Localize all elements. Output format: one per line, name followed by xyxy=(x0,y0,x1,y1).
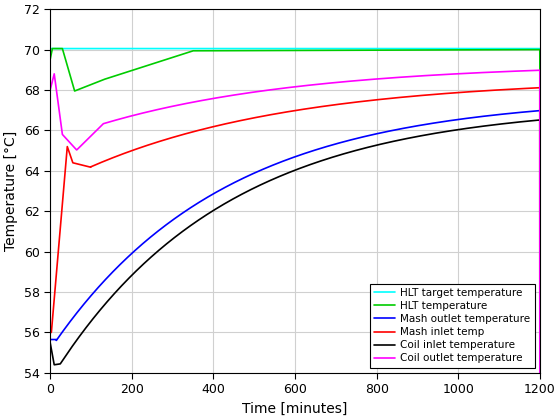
Coil inlet temperature xyxy=(132,270,138,275)
HLT target temperature xyxy=(132,46,138,51)
Coil inlet temperature xyxy=(235,194,241,199)
Mash outlet temperature xyxy=(527,109,534,114)
Line: Mash outlet temperature: Mash outlet temperature xyxy=(50,110,540,341)
Mash outlet temperature xyxy=(103,276,110,281)
Line: HLT temperature: HLT temperature xyxy=(50,49,540,92)
Coil outlet temperature xyxy=(102,121,109,126)
HLT temperature xyxy=(536,89,543,94)
HLT target temperature xyxy=(256,46,263,51)
Mash inlet temp xyxy=(47,330,54,335)
Mash inlet temp xyxy=(527,86,534,91)
Coil outlet temperature xyxy=(474,70,481,75)
Mash inlet temp xyxy=(474,89,481,94)
HLT target temperature xyxy=(102,46,109,51)
HLT target temperature xyxy=(536,46,543,51)
Coil inlet temperature xyxy=(527,118,534,123)
Mash outlet temperature xyxy=(132,248,138,253)
Coil outlet temperature xyxy=(256,89,263,94)
Mash inlet temp xyxy=(256,114,263,119)
HLT temperature xyxy=(474,47,481,52)
Line: Mash inlet temp: Mash inlet temp xyxy=(50,88,540,420)
Mash outlet temperature xyxy=(536,108,543,113)
HLT temperature xyxy=(235,48,241,53)
HLT temperature xyxy=(103,76,110,81)
Mash outlet temperature xyxy=(53,338,60,343)
Mash inlet temp xyxy=(102,158,109,163)
Coil outlet temperature xyxy=(536,68,543,73)
Mash outlet temperature xyxy=(256,168,263,173)
Mash inlet temp xyxy=(536,85,543,90)
Coil inlet temperature xyxy=(256,183,263,188)
HLT target temperature xyxy=(527,46,534,51)
HLT temperature xyxy=(132,67,138,72)
Coil inlet temperature xyxy=(474,124,481,129)
Coil outlet temperature xyxy=(132,113,138,118)
Mash inlet temp xyxy=(235,118,241,123)
HLT temperature xyxy=(49,46,55,51)
Coil outlet temperature xyxy=(47,87,54,92)
Y-axis label: Temperature [°C]: Temperature [°C] xyxy=(4,131,18,251)
X-axis label: Time [minutes]: Time [minutes] xyxy=(242,402,348,416)
Coil inlet temperature xyxy=(47,340,54,345)
Coil inlet temperature xyxy=(536,118,543,123)
Mash outlet temperature xyxy=(235,178,241,183)
Legend: HLT target temperature, HLT temperature, Mash outlet temperature, Mash inlet tem: HLT target temperature, HLT temperature,… xyxy=(370,284,535,368)
Line: Coil inlet temperature: Coil inlet temperature xyxy=(50,120,540,420)
HLT temperature xyxy=(47,57,54,62)
Mash outlet temperature xyxy=(47,337,54,342)
Coil outlet temperature xyxy=(527,68,534,73)
HLT target temperature xyxy=(235,46,241,51)
Coil inlet temperature xyxy=(102,301,109,306)
Line: Coil outlet temperature: Coil outlet temperature xyxy=(50,70,540,420)
HLT temperature xyxy=(256,48,263,53)
Mash inlet temp xyxy=(132,147,138,152)
HLT temperature xyxy=(527,47,534,52)
Coil outlet temperature xyxy=(235,92,241,97)
HLT target temperature xyxy=(47,46,54,51)
Mash outlet temperature xyxy=(474,114,481,119)
HLT target temperature xyxy=(474,46,481,51)
